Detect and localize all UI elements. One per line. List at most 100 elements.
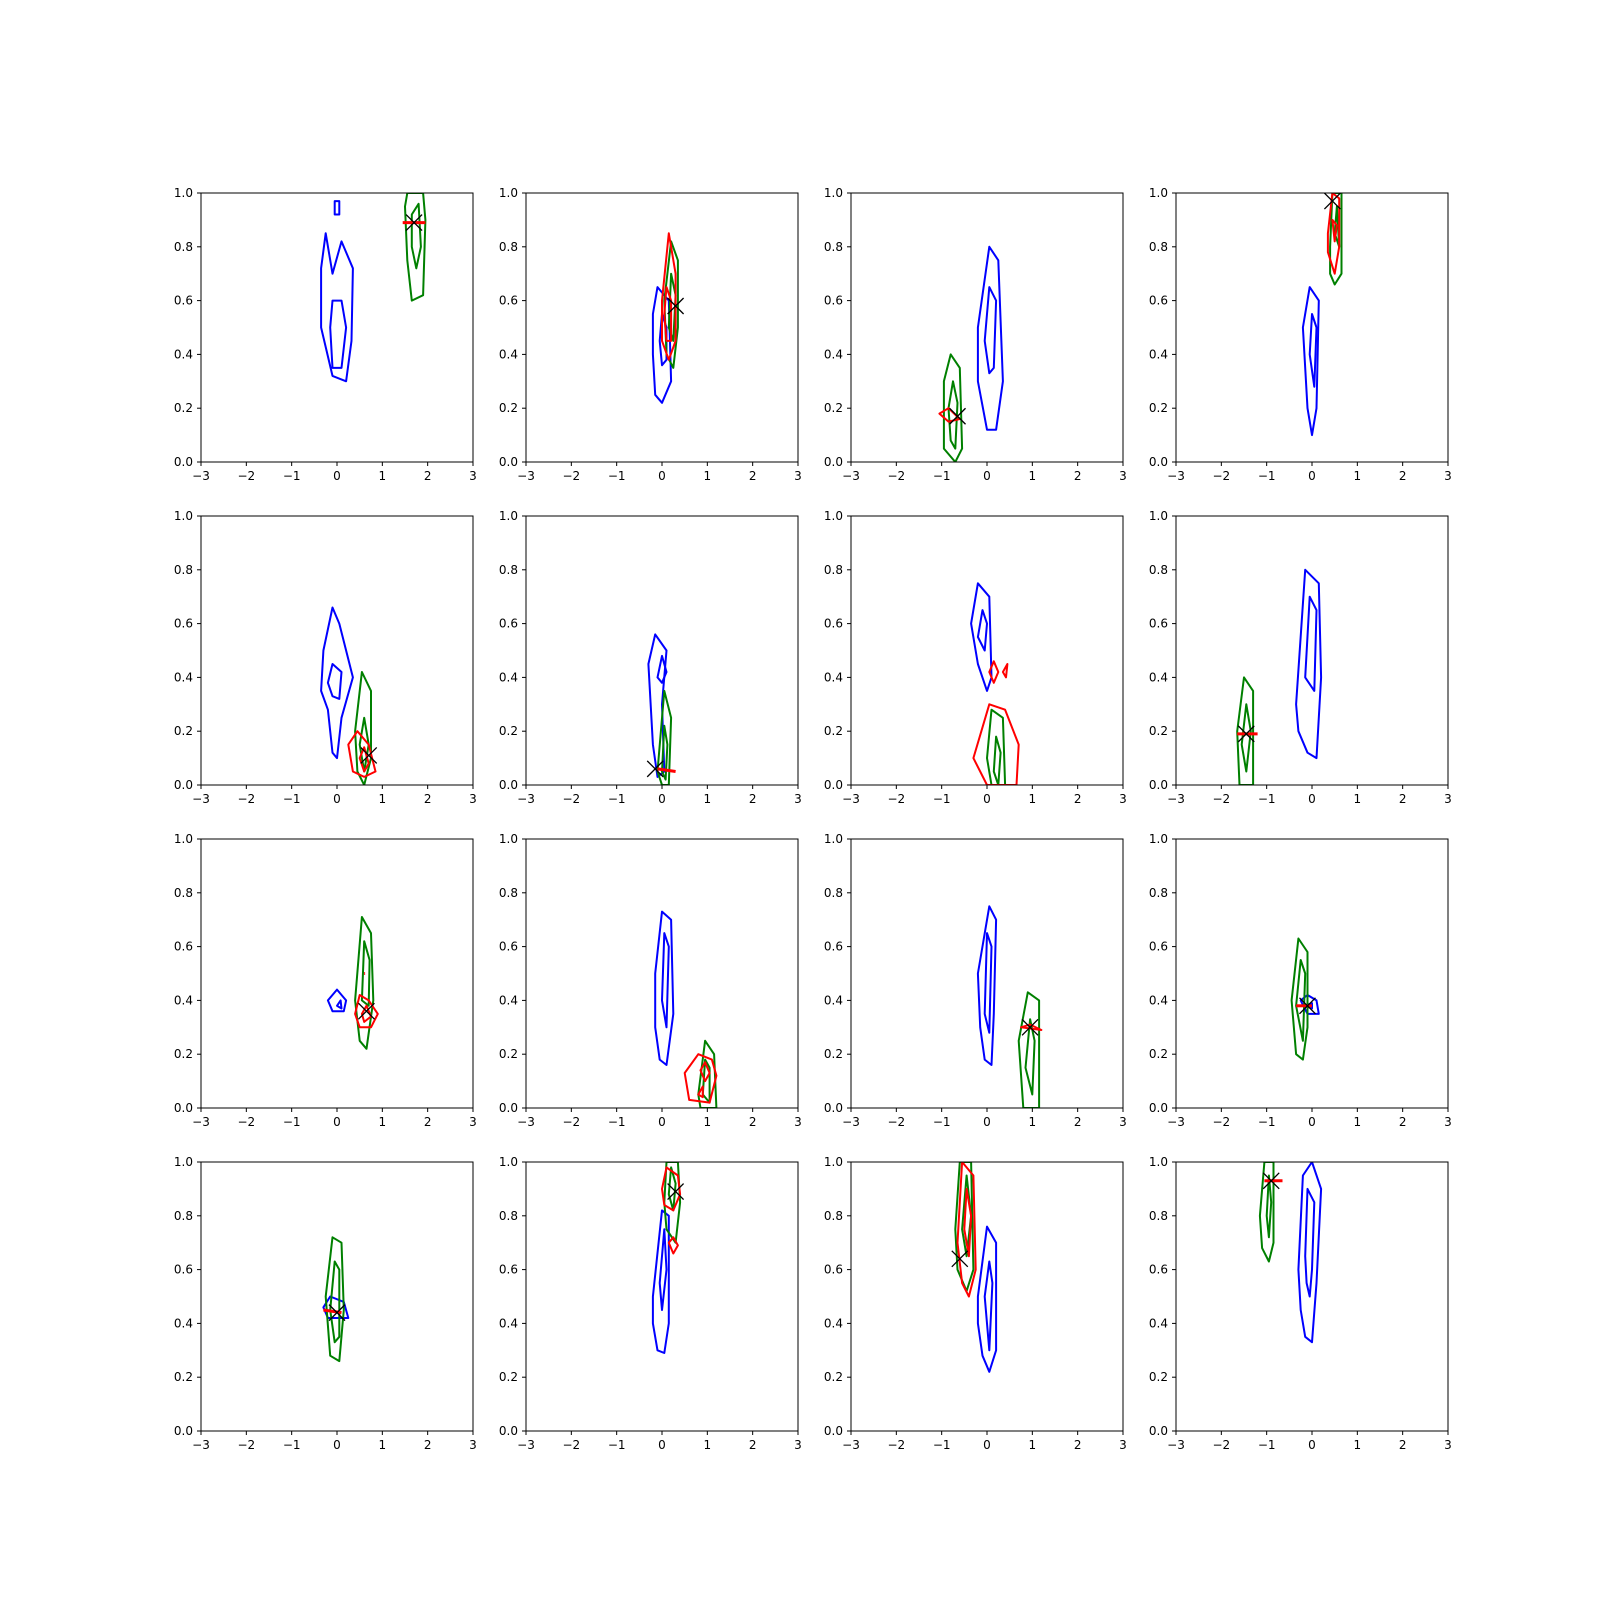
y-tick-label: 0.2 — [499, 1047, 518, 1061]
x-tick-label: 3 — [1119, 1438, 1127, 1452]
x-tick-label: −3 — [517, 1438, 535, 1452]
x-tick-label: 1 — [1029, 792, 1037, 806]
y-tick-label: 0.2 — [1149, 401, 1168, 415]
x-marker — [1299, 997, 1316, 1015]
y-tick-label: 0.2 — [1149, 1370, 1168, 1384]
blue-contour-1 — [326, 988, 348, 1013]
red-contour-2 — [963, 1187, 973, 1258]
y-tick-label: 0.6 — [174, 294, 193, 308]
y-tick-label: 1.0 — [824, 832, 843, 846]
y-tick-label: 0.2 — [499, 1370, 518, 1384]
x-tick-label: 1 — [379, 792, 387, 806]
x-tick-label: −2 — [887, 1115, 905, 1129]
y-tick-label: 0.8 — [499, 240, 518, 254]
green-contour-2 — [667, 1166, 677, 1212]
x-marker — [646, 760, 664, 778]
plot-area — [951, 1162, 998, 1373]
y-tick-label: 1.0 — [174, 1155, 193, 1169]
y-tick-label: 0.2 — [174, 724, 193, 738]
x-tick-label: 1 — [704, 792, 712, 806]
red-contour-1 — [661, 232, 677, 361]
y-tick-label: 0.8 — [824, 563, 843, 577]
x-tick-label: −1 — [1258, 469, 1276, 483]
blue-contour-2 — [336, 999, 343, 1010]
blue-contour-1 — [651, 286, 673, 404]
green-contour-2 — [360, 940, 371, 1007]
axes-frame — [200, 1161, 474, 1432]
x-tick-label: 3 — [1444, 1115, 1452, 1129]
x-tick-label: −2 — [237, 469, 255, 483]
y-tick-label: 1.0 — [499, 1155, 518, 1169]
y-tick-label: 1.0 — [1149, 832, 1168, 846]
y-tick-label: 0.6 — [499, 1263, 518, 1277]
y-tick-label: 0.6 — [499, 940, 518, 954]
blue-contour-1 — [1297, 1162, 1323, 1344]
blue-contour-2 — [661, 932, 670, 1029]
blue-contour-1 — [1299, 994, 1320, 1015]
x-tick-label: 2 — [424, 1438, 432, 1452]
y-tick-label: 0.6 — [499, 294, 518, 308]
x-tick-label: 3 — [469, 1115, 477, 1129]
blue-contour-1 — [976, 245, 1004, 431]
y-tick-label: 0.0 — [824, 1101, 843, 1115]
blue-contour-1 — [333, 200, 341, 216]
x-tick-label: 3 — [794, 469, 802, 483]
y-tick-label: 0.6 — [824, 294, 843, 308]
subplot-8: −3 −2 −1 0 1 2 3 0.0 0.2 0.4 0.6 0.8 1.0 — [1149, 509, 1452, 806]
x-marker — [1262, 1172, 1280, 1190]
plot-area — [651, 232, 685, 404]
green-contour-2 — [329, 1260, 341, 1344]
y-tick-label: 0.6 — [824, 1263, 843, 1277]
x-tick-label: −2 — [562, 792, 580, 806]
red-contour-1 — [956, 1162, 977, 1298]
x-tick-label: 2 — [1399, 792, 1407, 806]
x-tick-label: 2 — [1074, 469, 1082, 483]
plot-area — [320, 606, 378, 785]
plot-area — [654, 910, 718, 1108]
red-contour-1 — [972, 703, 1020, 785]
y-tick-label: 1.0 — [174, 832, 193, 846]
x-tick-label: −1 — [1258, 1115, 1276, 1129]
y-tick-label: 0.2 — [499, 724, 518, 738]
x-tick-label: −2 — [562, 1438, 580, 1452]
y-tick-label: 1.0 — [499, 186, 518, 200]
y-tick-label: 0.6 — [174, 1263, 193, 1277]
y-tick-label: 0.0 — [174, 455, 193, 469]
x-tick-label: 2 — [749, 1115, 757, 1129]
subplot-16: −3 −2 −1 0 1 2 3 0.0 0.2 0.4 0.6 0.8 1.0 — [1149, 1155, 1452, 1452]
green-contour-2 — [1333, 205, 1341, 248]
x-tick-label: 1 — [1354, 469, 1362, 483]
x-tick-label: −1 — [933, 469, 951, 483]
subplot-15: −3 −2 −1 0 1 2 3 0.0 0.2 0.4 0.6 0.8 1.0 — [824, 1155, 1127, 1452]
blue-contour-2 — [1304, 595, 1318, 692]
y-tick-label: 1.0 — [824, 186, 843, 200]
subplot-6: −3 −2 −1 0 1 2 3 0.0 0.2 0.4 0.6 0.8 1.0 — [499, 509, 802, 806]
x-tick-label: 1 — [1354, 1115, 1362, 1129]
y-tick-label: 0.4 — [1149, 993, 1168, 1007]
red-contour-3 — [1001, 663, 1009, 679]
blue-contour-2 — [326, 663, 343, 700]
y-tick-label: 0.0 — [499, 778, 518, 792]
x-tick-label: 2 — [1074, 1438, 1082, 1452]
y-tick-label: 0.6 — [1149, 940, 1168, 954]
green-contour-1 — [1236, 676, 1255, 785]
x-tick-label: 2 — [1074, 792, 1082, 806]
x-tick-label: 0 — [1308, 792, 1316, 806]
axes-frame — [850, 1161, 1124, 1432]
plot-area — [976, 905, 1043, 1108]
plot-area — [322, 1236, 350, 1363]
y-tick-label: 0.8 — [1149, 1209, 1168, 1223]
subplot-11: −3 −2 −1 0 1 2 3 0.0 0.2 0.4 0.6 0.8 1.0 — [824, 832, 1127, 1129]
y-tick-label: 0.6 — [499, 617, 518, 631]
x-tick-label: 0 — [1308, 469, 1316, 483]
x-tick-label: −2 — [237, 1115, 255, 1129]
x-marker — [1237, 725, 1255, 743]
y-tick-label: 1.0 — [174, 509, 193, 523]
y-tick-label: 0.8 — [174, 886, 193, 900]
y-tick-label: 0.2 — [824, 724, 843, 738]
green-contour-2 — [701, 1058, 711, 1104]
y-tick-label: 0.8 — [1149, 563, 1168, 577]
y-tick-label: 0.0 — [499, 1101, 518, 1115]
x-tick-label: −3 — [517, 792, 535, 806]
blue-contour-1 — [1295, 568, 1323, 760]
